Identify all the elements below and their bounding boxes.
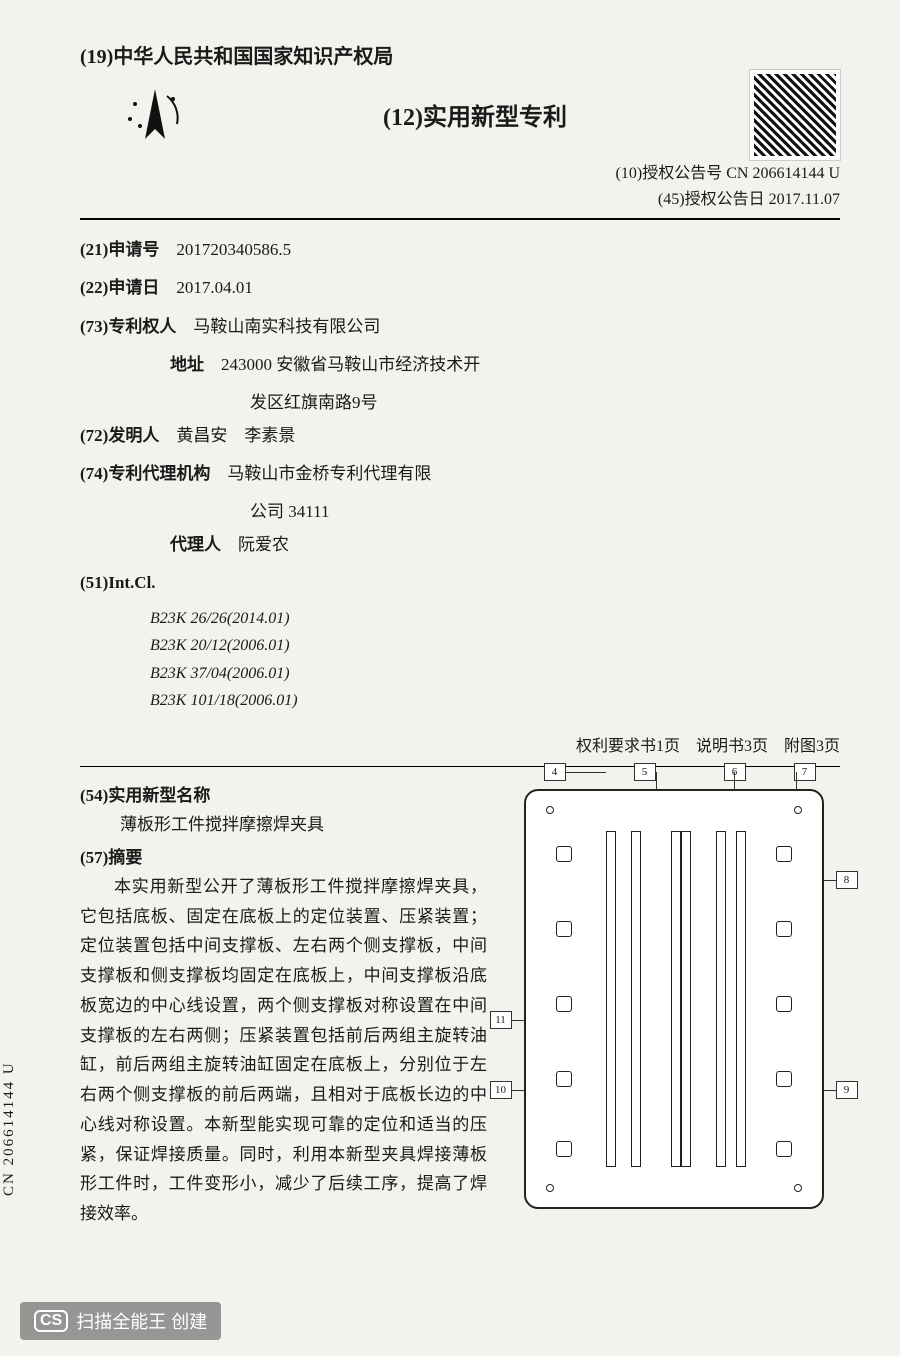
bibliographic-block: (21)申请号 201720340586.5 (22)申请日 2017.04.0… — [80, 234, 840, 714]
f72-value: 黄昌安 李素景 — [176, 426, 295, 445]
intcl-item: B23K 101/18(2006.01) — [150, 687, 840, 714]
agent-value: 阮爱农 — [238, 535, 289, 554]
pub-date-value: 2017.11.07 — [769, 191, 840, 208]
figure-column: 4 5 6 7 8 9 10 11 — [507, 781, 840, 1229]
fig-callout-6: 6 — [724, 763, 746, 781]
f51-label: (51)Int.Cl. — [80, 573, 156, 592]
f54-label: (54)实用新型名称 — [80, 781, 487, 806]
fig-callout-11: 11 — [490, 1011, 512, 1029]
f57-label: (57)摘要 — [80, 843, 487, 868]
intcl-list: B23K 26/26(2014.01) B23K 20/12(2006.01) … — [80, 605, 840, 714]
doc-type-title: (12)实用新型专利 — [110, 97, 840, 132]
pub-no-label: (10)授权公告号 — [616, 165, 723, 182]
intcl-item: B23K 20/12(2006.01) — [150, 632, 840, 659]
fig-callout-8: 8 — [836, 871, 858, 889]
f21-value: 201720340586.5 — [176, 240, 291, 259]
agent-label: 代理人 — [170, 535, 221, 554]
f54-value: 薄板形工件搅拌摩擦焊夹具 — [80, 810, 487, 835]
f22-label: (22)申请日 — [80, 278, 159, 297]
qr-code — [750, 70, 840, 160]
patent-figure — [524, 789, 824, 1209]
page-counts: 权利要求书1页 说明书3页 附图3页 — [80, 732, 840, 756]
intcl-item: B23K 37/04(2006.01) — [150, 660, 840, 687]
fig-callout-4: 4 — [544, 763, 566, 781]
intcl-item: B23K 26/26(2014.01) — [150, 605, 840, 632]
fig-callout-9: 9 — [836, 1081, 858, 1099]
f74-label: (74)专利代理机构 — [80, 464, 210, 483]
pub-date-label: (45)授权公告日 — [658, 191, 765, 208]
scanner-watermark: CS 扫描全能王 创建 — [20, 1302, 221, 1340]
side-pub-number: CN 206614144 U — [1, 1061, 18, 1196]
header-rule — [80, 218, 840, 220]
f74-l1: 马鞍山市金桥专利代理有限 — [227, 464, 431, 483]
addr-label: 地址 — [170, 355, 204, 374]
pub-no-value: CN 206614144 U — [726, 165, 840, 182]
fig-callout-5: 5 — [634, 763, 656, 781]
f22-value: 2017.04.01 — [176, 278, 253, 297]
lower-section: (54)实用新型名称 薄板形工件搅拌摩擦焊夹具 (57)摘要 本实用新型公开了薄… — [80, 781, 840, 1229]
abstract-column: (54)实用新型名称 薄板形工件搅拌摩擦焊夹具 (57)摘要 本实用新型公开了薄… — [80, 781, 487, 1229]
addr-l1: 243000 安徽省马鞍山市经济技术开 — [221, 355, 480, 374]
f21-label: (21)申请号 — [80, 240, 159, 259]
authority-line: (19)中华人民共和国国家知识产权局 — [80, 40, 840, 69]
f74-l2: 公司 34111 — [80, 496, 840, 528]
fig-callout-10: 10 — [490, 1081, 512, 1099]
publication-info: (10)授权公告号 CN 206614144 U (45)授权公告日 2017.… — [80, 161, 840, 212]
addr-l2: 发区红旗南路9号 — [80, 387, 840, 419]
abstract-text: 本实用新型公开了薄板形工件搅拌摩擦焊夹具，它包括底板、固定在底板上的定位装置、压… — [80, 872, 487, 1229]
f72-label: (72)发明人 — [80, 426, 159, 445]
watermark-text: 扫描全能王 创建 — [76, 1308, 207, 1334]
cs-badge-icon: CS — [34, 1310, 68, 1332]
f73-label: (73)专利权人 — [80, 317, 176, 336]
logo-title-row: (12)实用新型专利 — [80, 79, 840, 149]
fig-callout-7: 7 — [794, 763, 816, 781]
f73-value: 马鞍山南实科技有限公司 — [193, 317, 380, 336]
